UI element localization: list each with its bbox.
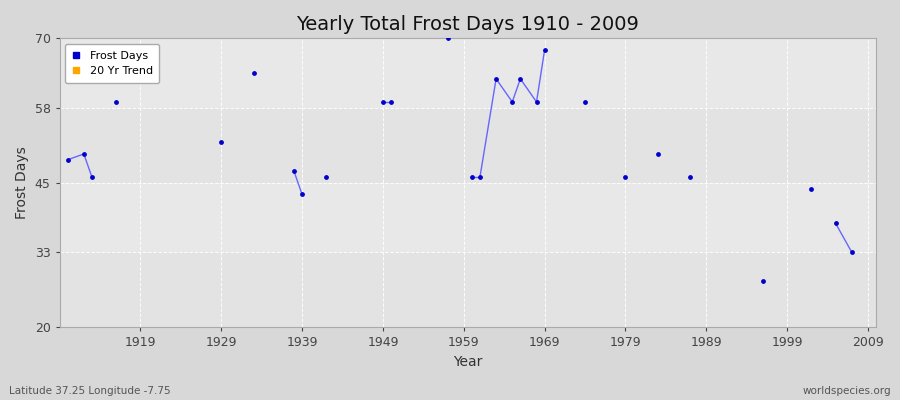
Point [537,47,552,53]
Point [505,99,519,105]
Bar [59,108,876,183]
Point [805,186,819,192]
Point [651,151,665,157]
Point [109,99,123,105]
Point [828,220,842,226]
Point [383,99,398,105]
Point [247,70,261,76]
Point [844,249,859,256]
Legend: Frost Days, 20 Yr Trend: Frost Days, 20 Yr Trend [65,44,159,83]
Point [472,174,487,180]
Point [440,35,454,42]
Point [756,278,770,284]
Point [76,151,91,157]
Point [529,99,544,105]
Point [464,174,479,180]
Point [85,174,99,180]
Point [295,191,310,198]
Point [214,139,229,146]
Point [513,76,527,82]
Bar [59,252,876,328]
Title: Yearly Total Frost Days 1910 - 2009: Yearly Total Frost Days 1910 - 2009 [296,15,639,34]
Text: worldspecies.org: worldspecies.org [803,386,891,396]
Point [287,168,302,174]
Point [489,76,503,82]
X-axis label: Year: Year [453,355,482,369]
Point [320,174,334,180]
Point [60,156,75,163]
Point [375,99,390,105]
Point [578,99,592,105]
Point [618,174,633,180]
Point [683,174,698,180]
Y-axis label: Frost Days: Frost Days [15,146,29,219]
Text: Latitude 37.25 Longitude -7.75: Latitude 37.25 Longitude -7.75 [9,386,171,396]
